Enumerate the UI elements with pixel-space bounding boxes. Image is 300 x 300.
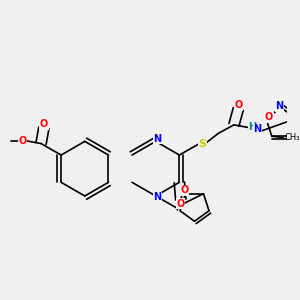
Text: S: S (198, 139, 206, 148)
Text: O: O (40, 119, 48, 129)
Text: O: O (181, 185, 189, 195)
Text: N: N (276, 101, 284, 111)
Text: H: H (248, 122, 256, 132)
Text: N: N (153, 192, 161, 203)
Text: O: O (18, 136, 26, 146)
Text: N: N (253, 124, 261, 134)
Text: N: N (153, 134, 161, 143)
Text: O: O (177, 199, 185, 209)
Text: O: O (234, 100, 242, 110)
Text: O: O (265, 112, 273, 122)
Text: CH₃: CH₃ (285, 133, 300, 142)
